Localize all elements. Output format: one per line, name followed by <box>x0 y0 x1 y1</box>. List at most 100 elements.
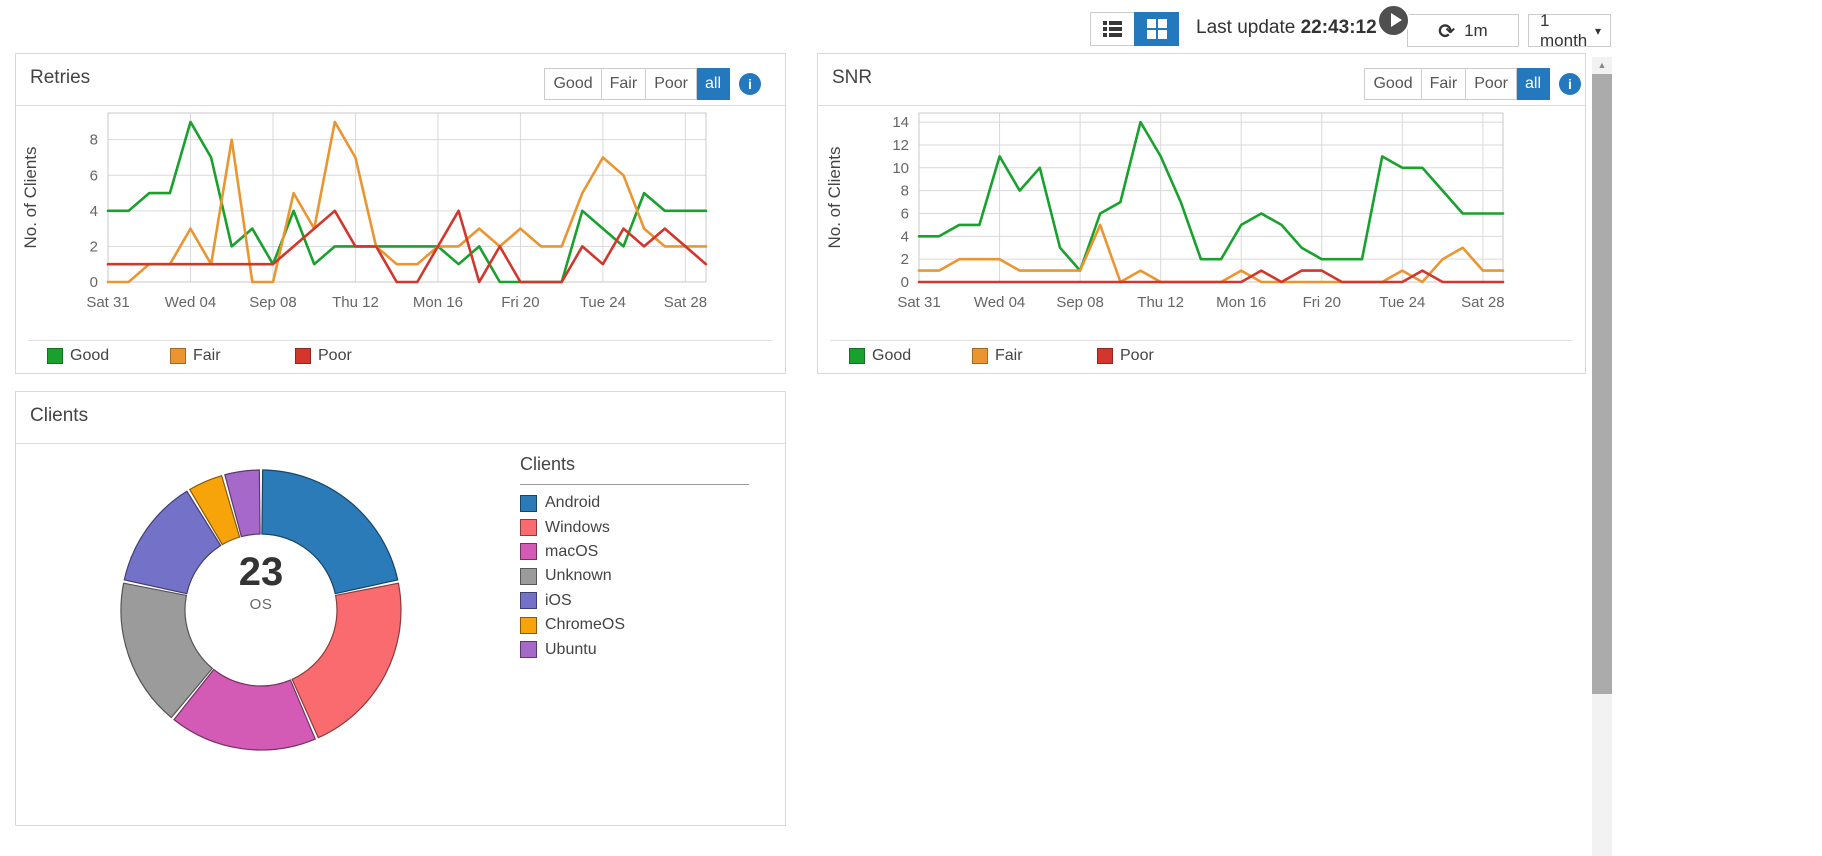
donut-slice-unknown[interactable] <box>120 582 214 719</box>
svg-text:Wed 04: Wed 04 <box>165 294 216 311</box>
donut-slice-macos[interactable] <box>173 668 317 751</box>
svg-text:Sat 28: Sat 28 <box>1461 294 1504 311</box>
donut-slice-windows[interactable] <box>291 582 402 739</box>
donut-slice-ios[interactable] <box>123 490 222 595</box>
svg-text:2: 2 <box>90 238 98 255</box>
svg-text:No. of Clients: No. of Clients <box>21 146 40 248</box>
svg-text:8: 8 <box>90 132 98 149</box>
svg-text:4: 4 <box>901 228 909 245</box>
svg-text:Fri 20: Fri 20 <box>1303 294 1341 311</box>
list-view-button[interactable] <box>1090 12 1135 46</box>
svg-text:0: 0 <box>901 274 909 291</box>
legend-swatch <box>170 348 186 364</box>
donut-slice-chromeos[interactable] <box>188 474 241 546</box>
legend-swatch <box>47 348 63 364</box>
clients-panel-header: Clients <box>16 392 785 444</box>
legend-label: Android <box>545 494 601 512</box>
filter-button-all[interactable]: all <box>1516 68 1550 100</box>
chevron-down-icon: ▾ <box>1594 23 1601 38</box>
clients-legend-item-windows[interactable]: Windows <box>520 515 760 539</box>
legend-label: iOS <box>545 591 572 609</box>
clients-legend-item-macos[interactable]: macOS <box>520 540 760 564</box>
time-range-dropdown[interactable]: 1 month ▾ <box>1528 11 1611 50</box>
legend-swatch <box>520 616 537 634</box>
clients-legend-item-unknown[interactable]: Unknown <box>520 564 760 588</box>
snr-line-chart: Sat 31 Wed 04 Sep 08 Thu 12 Mon 16 Fri 20 Tue … <box>825 112 1505 311</box>
filter-button-poor[interactable]: Poor <box>646 68 697 100</box>
clients-legend-item-android[interactable]: Android <box>520 491 760 515</box>
legend-swatch <box>520 494 537 512</box>
retries-line-chart: Sat 31 Wed 04 Sep 08 Thu 12 Mon 16 Fri 20 Tue … <box>21 112 708 311</box>
last-update-label: Last update <box>1196 17 1296 38</box>
donut-slice-ubuntu[interactable] <box>224 469 261 538</box>
filter-button-good[interactable]: Good <box>1364 68 1422 100</box>
legend-item-fair[interactable]: Fair <box>170 347 221 365</box>
svg-text:Thu 12: Thu 12 <box>332 294 379 311</box>
snr-panel-title: SNR <box>832 67 873 88</box>
svg-text:Wed 04: Wed 04 <box>974 294 1025 311</box>
svg-text:2: 2 <box>901 251 909 268</box>
refresh-icon: ⟳ <box>1438 18 1456 43</box>
snr-filter-group: Good Fair Poor all <box>1364 68 1550 100</box>
svg-text:Sep 08: Sep 08 <box>1056 294 1104 311</box>
legend-label: Poor <box>1120 347 1154 364</box>
legend-label: Fair <box>193 347 221 364</box>
svg-text:6: 6 <box>90 167 98 184</box>
donut-slice-android[interactable] <box>261 469 399 595</box>
grid-view-button[interactable] <box>1134 12 1179 46</box>
legend-item-poor[interactable]: Poor <box>295 347 352 365</box>
svg-text:Mon 16: Mon 16 <box>1216 294 1266 311</box>
retries-panel: Retries Good Fair Poor all i Sat 31 Wed 04 Se… <box>15 53 786 374</box>
time-range-label: 1 month <box>1540 10 1588 50</box>
svg-text:Sep 08: Sep 08 <box>249 294 297 311</box>
clients-legend: Clients Android Windows macOS Unknown iOS Chr… <box>520 454 760 662</box>
info-icon[interactable]: i <box>1559 73 1581 95</box>
legend-label: ChromeOS <box>545 616 626 634</box>
legend-item-poor[interactable]: Poor <box>1097 347 1154 365</box>
scrollbar-thumb[interactable] <box>1592 74 1612 694</box>
last-update-status: Last update 22:43:12 <box>1196 17 1377 39</box>
info-icon[interactable]: i <box>739 73 761 95</box>
legend-item-good[interactable]: Good <box>849 347 911 365</box>
clients-legend-item-ios[interactable]: iOS <box>520 589 760 613</box>
clients-panel: Clients 23 OS Clients Android Windows macO… <box>15 391 786 826</box>
legend-label: Windows <box>545 518 610 536</box>
legend-divider <box>520 484 749 485</box>
retries-filter-group: Good Fair Poor all <box>544 68 730 100</box>
svg-text:Sat 28: Sat 28 <box>664 294 707 311</box>
filter-button-poor[interactable]: Poor <box>1466 68 1517 100</box>
legend-divider <box>830 340 1573 341</box>
filter-button-fair[interactable]: Fair <box>601 68 647 100</box>
clients-legend-item-chromeos[interactable]: ChromeOS <box>520 613 760 637</box>
svg-text:10: 10 <box>892 160 909 177</box>
snr-panel-header: SNR Good Fair Poor all i <box>818 54 1585 106</box>
filter-button-fair[interactable]: Fair <box>1421 68 1467 100</box>
retries-panel-header: Retries Good Fair Poor all i <box>16 54 785 106</box>
legend-swatch <box>295 348 311 364</box>
refresh-interval-button[interactable]: ⟳ 1m <box>1407 14 1519 47</box>
refresh-interval-label: 1m <box>1464 20 1488 40</box>
legend-label: macOS <box>545 542 599 560</box>
svg-text:Tue 24: Tue 24 <box>580 294 626 311</box>
filter-button-good[interactable]: Good <box>544 68 602 100</box>
scrollbar-up-arrow[interactable]: ▲ <box>1597 60 1607 70</box>
svg-text:0: 0 <box>90 274 98 291</box>
clients-os-donut-chart[interactable] <box>116 464 416 764</box>
svg-text:Thu 12: Thu 12 <box>1137 294 1184 311</box>
legend-swatch <box>520 519 537 537</box>
legend-item-good[interactable]: Good <box>47 347 109 365</box>
legend-item-fair[interactable]: Fair <box>972 347 1023 365</box>
list-view-icon <box>1103 21 1122 37</box>
svg-text:6: 6 <box>901 205 909 222</box>
svg-text:Sat 31: Sat 31 <box>86 294 129 311</box>
clients-legend-item-ubuntu[interactable]: Ubuntu <box>520 637 760 661</box>
legend-swatch <box>1097 348 1113 364</box>
svg-text:12: 12 <box>892 137 909 154</box>
filter-button-all[interactable]: all <box>696 68 730 100</box>
legend-label: Poor <box>318 347 352 364</box>
legend-divider <box>28 340 773 341</box>
legend-label: Unknown <box>545 567 612 585</box>
svg-text:4: 4 <box>90 203 98 220</box>
clients-panel-title: Clients <box>30 405 89 426</box>
play-button[interactable] <box>1377 4 1410 37</box>
